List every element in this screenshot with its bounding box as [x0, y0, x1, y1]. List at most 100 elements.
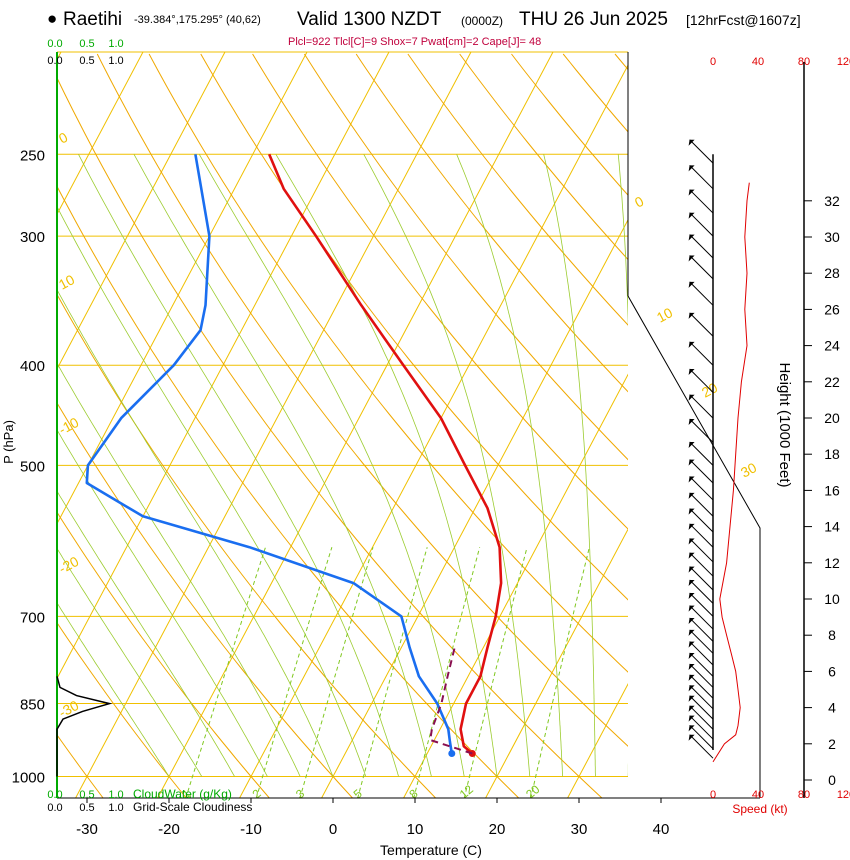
station-coords: -39.384°,175.295° (40,62) — [134, 14, 261, 26]
wind-barb — [688, 566, 714, 591]
wind-barb — [688, 629, 714, 654]
wind-barb-shaft — [689, 492, 714, 517]
height-tick-label: 30 — [824, 229, 840, 245]
dry-adiabat-line — [57, 621, 187, 798]
wind-barb-shaft — [689, 566, 714, 591]
wind-barb-shaft — [689, 685, 714, 710]
wind-barb-flag — [688, 664, 695, 671]
isotherm-line — [75, 52, 472, 798]
speed-top-tick: 40 — [752, 56, 764, 68]
wind-barb-flag — [688, 652, 695, 659]
moist-adiabat-line — [363, 154, 531, 777]
series-parcel-line — [429, 647, 473, 755]
wind-barb-flag — [688, 705, 695, 712]
series-temperature-line — [268, 153, 503, 755]
wind-barb — [688, 523, 714, 548]
dry-adiabat-line — [407, 53, 628, 326]
moist-adiabat-line — [57, 288, 334, 777]
wind-barb-flag — [688, 459, 695, 466]
wind-barb-flag — [688, 523, 695, 530]
moist-adiabat-line — [456, 154, 563, 777]
wind-barb-flag — [688, 685, 695, 692]
dry-adiabat-line — [822, 54, 850, 798]
wind-barb-shaft — [689, 508, 714, 533]
dry-adiabat-line — [355, 53, 628, 393]
cloud-water-top-tick: 0.0 — [47, 38, 62, 50]
cloudiness-top-tick: 0.0 — [47, 55, 62, 67]
wind-barb-flag — [688, 341, 695, 348]
isotherm-line — [57, 52, 144, 216]
speed-top-tick: 120 — [837, 56, 850, 68]
wind-barb-shaft — [689, 476, 714, 501]
wind-barb — [688, 368, 714, 393]
isotherm-line — [157, 52, 554, 798]
wind-barb-shaft — [689, 165, 714, 190]
wind-barb-shaft — [689, 139, 714, 164]
cloud-water-profile — [56, 676, 113, 777]
wind-barb-flag — [688, 641, 695, 648]
wind-barb — [688, 592, 714, 617]
dry-adiabat-line — [614, 53, 628, 71]
wind-barb — [688, 715, 714, 740]
wind-barb-shaft — [689, 441, 714, 466]
series-dewpoint-line — [85, 154, 454, 754]
temperature-tick-label: -30 — [76, 821, 98, 838]
temperature-tick-label: 40 — [653, 821, 670, 838]
dry-adiabat-line — [459, 53, 628, 261]
mixing-ratio-line — [299, 547, 374, 798]
mixing-ratio-label: 1 — [179, 786, 193, 801]
wind-barb-flag — [688, 629, 695, 636]
wind-barb-shaft — [689, 552, 714, 577]
moist-adiabat-line — [543, 154, 596, 777]
speed-bottom-tick: 40 — [752, 789, 764, 801]
dry-adiabat-line — [57, 401, 353, 798]
wind-barb-flag — [688, 394, 695, 401]
height-tick-label: 22 — [824, 374, 840, 390]
moist-adiabat-line — [57, 547, 203, 777]
moist-adiabat-line — [57, 362, 301, 777]
moist-adiabat-line — [57, 602, 170, 777]
wind-barb-flag — [688, 476, 695, 483]
wind-barb — [688, 705, 714, 730]
wind-barb-flag — [688, 538, 695, 545]
cloudiness-bottom-tick: 0.5 — [79, 802, 94, 814]
wind-barb-shaft — [689, 629, 714, 654]
mixing-ratio-line — [357, 547, 428, 798]
wind-barb-flag — [688, 369, 695, 376]
wind-barb-shaft — [689, 459, 714, 484]
wind-barb-shaft — [689, 538, 714, 563]
temperature-tick-label: -10 — [240, 821, 262, 838]
temperature-tick-label: 10 — [407, 821, 424, 838]
wind-barb-flag — [688, 734, 695, 741]
wind-barb-shaft — [689, 394, 714, 419]
mixing-ratio-line — [413, 547, 481, 798]
isotherm-label: 30 — [738, 459, 759, 481]
height-tick-label: 26 — [824, 301, 840, 317]
cloud-water-bottom-tick: 1.0 — [108, 789, 123, 801]
isotherm-label: 10 — [654, 304, 675, 326]
wind-barb — [688, 341, 714, 366]
cloud-water-top-tick: 0.5 — [79, 38, 94, 50]
wind-barb-flag — [688, 281, 695, 288]
mixing-ratio-label: 2 — [250, 786, 264, 801]
wind-barb — [688, 663, 714, 688]
wind-barb-shaft — [689, 234, 714, 259]
pressure-tick-label: 850 — [20, 697, 45, 714]
wind-barb — [688, 212, 714, 237]
pressure-tick-label: 400 — [20, 358, 45, 375]
wind-barb — [688, 441, 714, 466]
wind-barb-flag — [688, 579, 695, 586]
height-tick-label: 6 — [828, 663, 836, 679]
isotherm-line — [485, 528, 628, 798]
frame-diagonal — [627, 295, 761, 798]
dry-adiabat-line — [57, 185, 520, 798]
wind-barb — [688, 312, 714, 337]
pressure-tick-label: 250 — [20, 147, 45, 164]
mixing-ratio-line — [185, 547, 266, 798]
wind-barb-shaft — [689, 418, 714, 443]
height-tick-label: 10 — [824, 591, 840, 607]
wind-barb-flag — [688, 566, 695, 573]
isotherm-line — [321, 218, 628, 798]
isotherm-line — [403, 373, 628, 798]
